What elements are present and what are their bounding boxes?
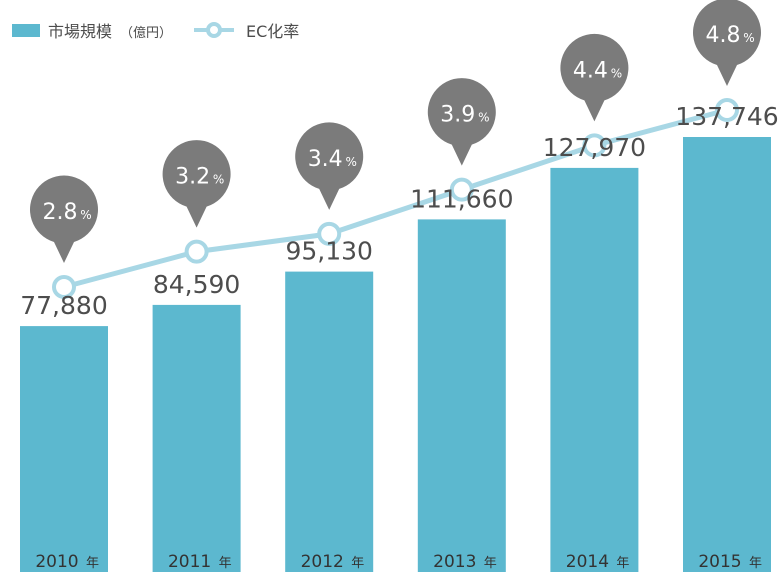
- line-layer: [63, 107, 728, 290]
- ec-rate-label-2010: 2.8: [43, 200, 78, 225]
- bar-value-label-2011: 84,590: [153, 270, 240, 299]
- ec-rate-label-2015: 4.8: [706, 23, 741, 48]
- x-tick-suffix-2013: 年: [484, 556, 497, 571]
- legend-line-label: EC化率: [246, 22, 299, 41]
- ec-rate-point-2014: [582, 133, 607, 158]
- x-tick-label-2012: 2012: [301, 552, 344, 572]
- ec-rate-bubble-2013: [427, 78, 496, 166]
- bar-2014: [550, 167, 639, 572]
- bar-2015: [683, 137, 771, 572]
- bar-value-label-2010: 77,880: [20, 291, 107, 320]
- x-tick-label-2014: 2014: [566, 552, 609, 572]
- legend-bar-swatch: [12, 24, 40, 37]
- legend-bar-unit: （億円）: [120, 25, 172, 41]
- ec-rate-label-2013: 3.9: [440, 103, 475, 128]
- x-tick-suffix-2012: 年: [351, 556, 364, 571]
- x-tick-label-2010: 2010: [35, 552, 78, 572]
- ec-rate-bubble-2015: [693, 0, 761, 86]
- x-tick-label-2013: 2013: [433, 552, 476, 572]
- bar-value-label-2015: 137,746: [675, 102, 778, 131]
- bar-2013: [417, 219, 506, 572]
- ec-rate-unit-2010: %: [80, 208, 91, 222]
- ec-rate-line: [63, 107, 728, 290]
- ec-rate-bubble-2012: [295, 122, 364, 210]
- ec-rate-label-2011: 3.2: [175, 165, 210, 190]
- legend: 市場規模 （億円） EC化率: [12, 22, 299, 41]
- ec-rate-point-2013: [449, 177, 474, 202]
- points-layer: [52, 98, 739, 299]
- legend-line-marker: [206, 22, 222, 38]
- legend-bar-label: 市場規模: [48, 22, 112, 41]
- x-tick-suffix-2015: 年: [749, 556, 762, 571]
- ec-rate-bubble-2014: [560, 33, 629, 122]
- ec-rate-label-2012: 3.4: [308, 147, 343, 172]
- bar-2011: [152, 304, 241, 572]
- x-tick-label-2015: 2015: [698, 552, 741, 572]
- x-tick-suffix-2014: 年: [616, 556, 629, 571]
- ec-rate-bubble-2010: [29, 175, 98, 263]
- bars-layer: [20, 137, 771, 572]
- bar-2012: [285, 271, 374, 572]
- labels-layer: 77,880 2010 年 84,590 2011 年 95,130 2012 年 111,660…: [20, 102, 778, 572]
- x-tick-label-2011: 2011: [168, 552, 211, 572]
- ec-rate-point-2011: [184, 239, 209, 264]
- ec-rate-label-2014: 4.4: [573, 58, 608, 83]
- ec-rate-point-2010: [52, 275, 76, 299]
- bar-2010: [20, 326, 108, 572]
- ec-rate-unit-2012: %: [345, 155, 356, 169]
- ec-rate-unit-2011: %: [213, 173, 224, 187]
- ec-rate-unit-2014: %: [611, 66, 622, 80]
- ec-rate-unit-2015: %: [743, 31, 754, 45]
- bar-value-label-2013: 111,660: [410, 184, 513, 213]
- x-tick-suffix-2010: 年: [86, 556, 99, 571]
- ec-rate-bubble-2011: [162, 140, 231, 228]
- bar-value-label-2012: 95,130: [285, 237, 372, 266]
- x-tick-suffix-2011: 年: [219, 556, 232, 571]
- bar-value-label-2014: 127,970: [543, 133, 646, 162]
- ec-rate-point-2015: [715, 98, 739, 122]
- ec-rate-unit-2013: %: [478, 111, 489, 125]
- bubbles-layer: 2.8 %3.2 %3.4 %3.9 %4.4 %4.8%: [29, 0, 761, 263]
- ec-rate-point-2012: [317, 221, 342, 246]
